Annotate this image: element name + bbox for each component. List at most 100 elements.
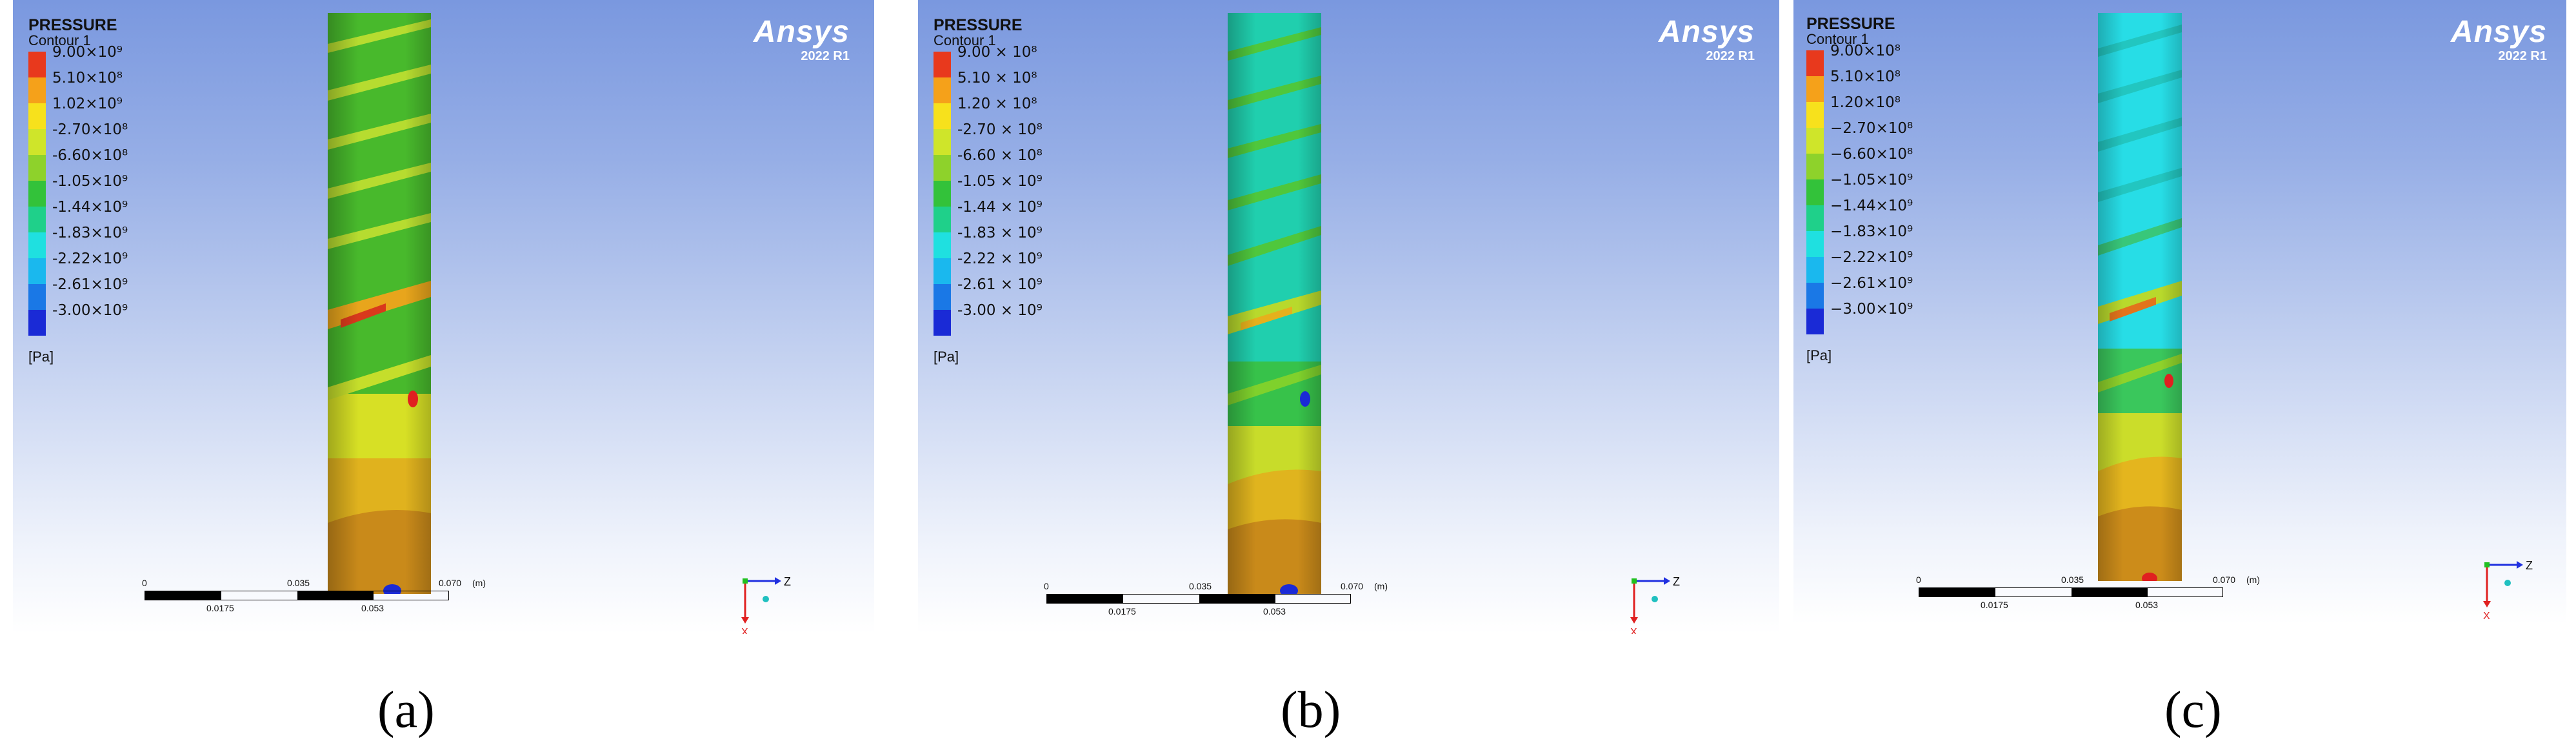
legend-value: 5.10×10⁸ xyxy=(52,70,123,87)
legend-swatch xyxy=(1806,102,1824,128)
legend-unit: [Pa] xyxy=(934,349,959,365)
legend-value: 1.20×10⁸ xyxy=(1830,94,1901,111)
viewport-background xyxy=(13,0,874,634)
legend-value: 9.00×10⁸ xyxy=(1830,43,1901,59)
axis-x-label: X xyxy=(2483,611,2490,622)
brand-version: 2022 R1 xyxy=(2498,49,2547,63)
ansys-logo: Ansys 2022 R1 xyxy=(2451,17,2547,64)
legend-swatch xyxy=(934,129,951,155)
legend-row: −2.70×10⁸ xyxy=(1806,121,1913,154)
legend-value: -1.05×10⁹ xyxy=(52,173,128,190)
pressure-peak-marker xyxy=(408,391,418,407)
legend-value: −2.61×10⁹ xyxy=(1830,275,1913,292)
brand-version: 2022 R1 xyxy=(1706,49,1755,63)
legend-swatch xyxy=(28,207,46,232)
legend-value: -6.60×10⁸ xyxy=(52,147,128,164)
legend-value: 9.00×10⁹ xyxy=(52,44,123,61)
legend-value: -1.83×10⁹ xyxy=(52,225,128,241)
pressure-legend: PRESSURE Contour 1 9.00×10⁸ 5.10×10⁸ 1.2… xyxy=(1806,15,1913,364)
legend-swatch xyxy=(1806,50,1824,76)
scale-tick: 0.053 xyxy=(1263,606,1286,616)
legend-swatch xyxy=(934,207,951,232)
axis-y-dot xyxy=(2504,580,2511,586)
legend-row: -6.60×10⁸ xyxy=(28,148,128,181)
pressure-contour-column xyxy=(2098,13,2182,581)
legend-row: 1.02×10⁹ xyxy=(28,97,128,129)
pressure-min-marker xyxy=(383,584,401,594)
legend-row: −1.05×10⁹ xyxy=(1806,173,1913,205)
legend-row: -2.22×10⁹ xyxy=(28,252,128,284)
legend-value: -3.00 × 10⁹ xyxy=(957,302,1043,319)
scale-bar-outline xyxy=(1919,587,2223,597)
contour-panel-b: PRESSURE Contour 1 9.00 × 10⁸ 5.10 × 10⁸… xyxy=(918,0,1779,634)
legend-row: 9.00×10⁹ xyxy=(28,45,128,77)
scale-tick: 0.053 xyxy=(2135,600,2159,610)
scale-bar-outline xyxy=(145,591,449,600)
legend-row: -6.60 × 10⁸ xyxy=(934,148,1043,181)
legend-swatch xyxy=(1806,154,1824,179)
legend-row: -3.00 × 10⁹ xyxy=(934,303,1043,336)
brand-name: Ansys xyxy=(753,15,850,49)
legend-swatch xyxy=(28,155,46,181)
pressure-contour-column xyxy=(328,13,431,594)
legend-unit: [Pa] xyxy=(1806,347,1832,363)
legend-value: −1.05×10⁹ xyxy=(1830,172,1913,188)
legend-value: -1.44×10⁹ xyxy=(52,199,128,216)
legend-row: -3.00×10⁹ xyxy=(28,303,128,336)
legend-value: -1.83 × 10⁹ xyxy=(957,225,1043,241)
legend-swatch xyxy=(1806,179,1824,205)
scale-unit: (m) xyxy=(2246,575,2260,585)
legend-swatch xyxy=(934,52,951,77)
legend-swatch xyxy=(934,103,951,129)
scale-tick: 0.0175 xyxy=(206,603,234,613)
legend-swatch xyxy=(28,284,46,310)
legend-value: -2.61×10⁹ xyxy=(52,276,128,293)
axis-triad: Z X xyxy=(1630,575,1680,634)
contour-panel-c: PRESSURE Contour 1 9.00×10⁸ 5.10×10⁸ 1.2… xyxy=(1793,0,2566,624)
legend-swatch xyxy=(1806,283,1824,309)
legend-swatch xyxy=(28,129,46,155)
scale-bar: 0 0.035 0.070 (m) 0.0175 0.053 xyxy=(142,578,486,616)
scale-tick: 0 xyxy=(1044,581,1049,591)
scale-tick: 0.070 xyxy=(1341,581,1364,591)
legend-row: −6.60×10⁸ xyxy=(1806,147,1913,179)
legend-row: −3.00×10⁹ xyxy=(1806,302,1913,334)
pressure-legend: PRESSURE Contour 1 9.00×10⁹ 5.10×10⁸ 1.0… xyxy=(28,17,128,365)
legend-value: -2.22 × 10⁹ xyxy=(957,250,1043,267)
legend-row: 5.10×10⁸ xyxy=(1806,70,1913,102)
legend-entries: 9.00 × 10⁸ 5.10 × 10⁸ 1.20 × 10⁸ -2.70 ×… xyxy=(934,45,1043,336)
scale-unit: (m) xyxy=(1374,581,1388,591)
ansys-logo: Ansys 2022 R1 xyxy=(1659,17,1755,64)
legend-row: -2.61×10⁹ xyxy=(28,278,128,310)
axis-origin xyxy=(1632,578,1637,584)
brand-version: 2022 R1 xyxy=(801,49,850,63)
scale-bar: 0 0.035 0.070 (m) 0.0175 0.053 xyxy=(1916,575,2260,613)
scale-tick: 0 xyxy=(142,578,147,588)
legend-row: −1.83×10⁹ xyxy=(1806,225,1913,257)
axis-x-label: X xyxy=(1630,627,1637,634)
panel-caption-b: (b) xyxy=(1281,682,1341,739)
legend-value: -2.70 × 10⁸ xyxy=(957,121,1043,138)
legend-entries: 9.00×10⁹ 5.10×10⁸ 1.02×10⁹ -2.70×10⁸ -6.… xyxy=(28,45,128,336)
pressure-contour-column xyxy=(1228,13,1321,594)
legend-row: -2.22 × 10⁹ xyxy=(934,252,1043,284)
axis-z-label: Z xyxy=(1673,575,1680,588)
scale-tick: 0.053 xyxy=(361,603,384,613)
scale-tick: 0.035 xyxy=(287,578,310,588)
legend-swatch xyxy=(1806,231,1824,257)
axis-triad: Z X xyxy=(741,575,791,634)
scale-tick: 0 xyxy=(1916,575,1921,585)
scale-unit: (m) xyxy=(472,578,486,588)
legend-swatch xyxy=(1806,309,1824,334)
legend-row: 9.00 × 10⁸ xyxy=(934,45,1043,77)
axis-origin xyxy=(2484,562,2490,567)
legend-swatch xyxy=(28,181,46,207)
viewport-background xyxy=(918,0,1779,634)
ansys-logo: Ansys 2022 R1 xyxy=(754,17,850,64)
legend-swatch xyxy=(28,258,46,284)
legend-value: -3.00×10⁹ xyxy=(52,302,128,319)
scale-tick: 0.035 xyxy=(1189,581,1212,591)
legend-subtitle: Contour 1 xyxy=(934,32,996,48)
scale-tick: 0.0175 xyxy=(1108,606,1136,616)
legend-value: −1.44×10⁹ xyxy=(1830,198,1913,214)
